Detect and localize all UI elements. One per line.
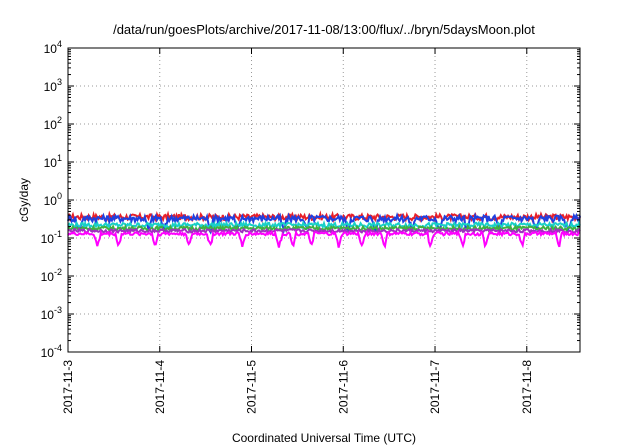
x-axis: 2017-11-3 2017-11-4 2017-11-5 2017-11-6 2017… — [61, 48, 534, 414]
y-tick-label: 10-2 — [41, 267, 62, 284]
x-axis-label: Coordinated Universal Time (UTC) — [232, 431, 416, 445]
y-tick-label: 102 — [44, 115, 62, 132]
grid — [68, 48, 580, 352]
series-line — [67, 212, 581, 235]
series-line — [67, 226, 581, 235]
series-layer — [67, 210, 581, 250]
x-tick-label: 2017-11-6 — [336, 360, 350, 414]
y-tick-label: 103 — [44, 77, 62, 94]
x-tick-label: 2017-11-5 — [245, 360, 259, 414]
y-tick-label: 100 — [44, 191, 62, 208]
chart-title: /data/run/goesPlots/archive/2017-11-08/1… — [113, 22, 535, 37]
series-line — [67, 229, 581, 250]
series-line — [67, 219, 581, 231]
x-tick-label: 2017-11-7 — [428, 360, 442, 414]
x-tick-label: 2017-11-8 — [520, 360, 534, 414]
series-line — [67, 223, 581, 234]
y-tick-label: 101 — [44, 153, 62, 170]
y-axis: 10-4 10-3 10-2 10-1 100 101 102 103 104 — [41, 39, 580, 360]
y-tick-label: 10-3 — [41, 305, 62, 322]
y-tick-label: 104 — [44, 39, 62, 56]
y-tick-label: 10-1 — [41, 229, 62, 246]
y-tick-label: 10-4 — [41, 343, 62, 360]
x-tick-label: 2017-11-3 — [61, 360, 75, 414]
x-tick-label: 2017-11-4 — [153, 360, 167, 414]
y-axis-label: cGy/day — [17, 178, 31, 222]
